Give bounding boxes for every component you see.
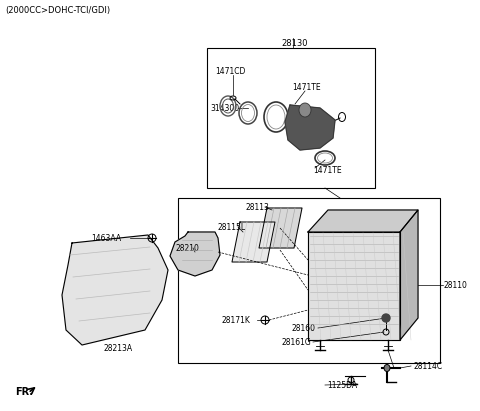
Bar xyxy=(207,48,375,188)
Polygon shape xyxy=(62,235,168,345)
Text: (2000CC>DOHC-TCI/GDI): (2000CC>DOHC-TCI/GDI) xyxy=(5,5,110,14)
Text: 28213A: 28213A xyxy=(103,344,132,353)
Text: 1463AA: 1463AA xyxy=(91,233,121,242)
Text: 28161G: 28161G xyxy=(281,337,311,346)
Text: 1471TE: 1471TE xyxy=(313,166,342,175)
Polygon shape xyxy=(232,222,275,262)
Text: 28114C: 28114C xyxy=(413,362,442,370)
Bar xyxy=(178,198,440,363)
Text: FR.: FR. xyxy=(15,387,33,397)
Text: 28110: 28110 xyxy=(444,280,468,289)
Polygon shape xyxy=(170,232,220,276)
Text: 28113: 28113 xyxy=(245,203,269,212)
Text: 314300: 314300 xyxy=(210,104,239,113)
Ellipse shape xyxy=(384,365,390,372)
Ellipse shape xyxy=(299,103,311,117)
Text: 1471CD: 1471CD xyxy=(215,67,245,76)
Text: 28115L: 28115L xyxy=(218,222,246,231)
Text: 28210: 28210 xyxy=(176,243,200,252)
Text: 28130: 28130 xyxy=(281,39,308,48)
Polygon shape xyxy=(259,208,302,248)
Polygon shape xyxy=(308,210,418,232)
Text: 28171K: 28171K xyxy=(222,316,251,325)
Text: 1125DA: 1125DA xyxy=(327,381,357,390)
Text: 28160: 28160 xyxy=(292,323,316,332)
Polygon shape xyxy=(400,210,418,340)
Text: 1471TE: 1471TE xyxy=(292,83,321,92)
Polygon shape xyxy=(285,105,335,150)
Circle shape xyxy=(382,314,390,322)
Polygon shape xyxy=(308,232,400,340)
